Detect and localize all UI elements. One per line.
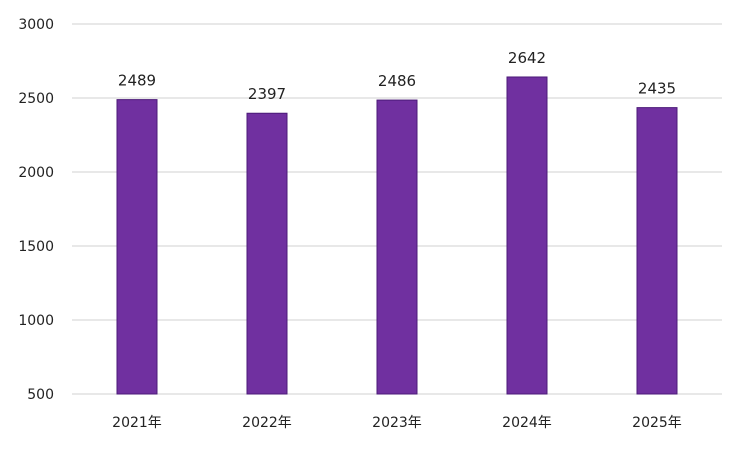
data-labels: 2489 2397 2486 2642 2435 [118, 49, 676, 103]
y-tick-label: 3000 [18, 17, 54, 33]
x-tick-label: 2024年 [502, 415, 552, 431]
data-label: 2489 [118, 72, 156, 90]
bar-2022年 [246, 112, 288, 395]
y-tick-label: 1000 [18, 313, 54, 329]
data-label: 2435 [638, 80, 676, 98]
y-tick-label: 2000 [18, 165, 54, 181]
y-axis-ticks: 500 1000 1500 2000 2500 3000 [18, 17, 54, 403]
bars [116, 76, 678, 395]
x-tick-label: 2022年 [242, 415, 292, 431]
x-axis-ticks: 2021年 2022年 2023年 2024年 2025年 [112, 415, 682, 431]
bar-2024年 [506, 76, 548, 395]
y-tick-label: 1500 [18, 239, 54, 255]
x-tick-label: 2023年 [372, 415, 422, 431]
data-label: 2486 [378, 72, 416, 90]
y-tick-label: 2500 [18, 91, 54, 107]
bar-2025年 [636, 107, 678, 395]
data-label: 2642 [508, 49, 546, 67]
x-tick-label: 2025年 [632, 415, 682, 431]
data-label: 2397 [248, 85, 286, 103]
bar-2021年 [116, 99, 158, 395]
y-tick-label: 500 [27, 387, 54, 403]
x-tick-label: 2021年 [112, 415, 162, 431]
bar-2023年 [376, 99, 418, 395]
